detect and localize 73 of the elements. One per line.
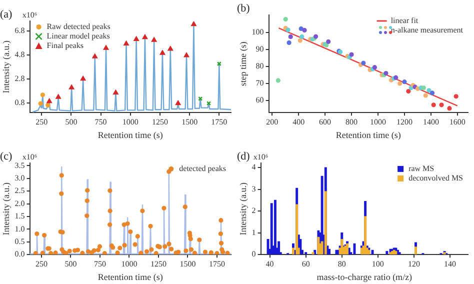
text: x10⁶: [22, 152, 38, 162]
y-tick-label: 0.8: [14, 98, 25, 108]
x-tick-label: 1000: [121, 259, 138, 268]
x-tick-label: 140: [444, 259, 456, 268]
x-tick-label: 600: [319, 117, 332, 126]
x-tick-label: 200: [266, 117, 278, 126]
y-tick-label: 90: [256, 44, 264, 54]
y-tick-label: 4: [252, 162, 256, 172]
y-tick-label: 1.0: [14, 224, 25, 234]
x-tick-label: 100: [372, 259, 384, 268]
x-tick-label: 1000: [122, 117, 138, 126]
x-tick-label: 800: [346, 117, 358, 126]
legend-label: n-alkane measurement: [390, 26, 464, 35]
x-tick-label: 750: [94, 117, 107, 126]
x-tick-label: 1500: [182, 117, 198, 126]
y-axis-title: Intensity (a.u.): [0, 40, 11, 94]
y-tick-label: 2.5: [14, 186, 25, 196]
x-tick-label: 1250: [152, 117, 168, 126]
chart-title: (a): [0, 8, 13, 20]
x-axis-title: Retention time (s): [98, 272, 163, 282]
x-tick-label: 250: [36, 259, 48, 268]
y-tick-label: 6.8: [14, 26, 25, 35]
x-tick-label: 1750: [211, 117, 228, 126]
y-tick-label: 80: [256, 62, 264, 71]
y-tick-label: 0: [252, 250, 256, 259]
y-tick-label: 100: [252, 27, 264, 36]
y-tick-label: 2.0: [14, 198, 25, 208]
x-tick-label: 1400: [422, 117, 439, 126]
legend-label: Final peaks: [46, 41, 84, 50]
x-axis-title: Retention time (s): [336, 130, 401, 140]
legend-label: raw MS: [408, 164, 434, 174]
x-tick-label: 1600: [449, 117, 466, 126]
x-tick-label: 1750: [208, 259, 225, 268]
x-tick-label: 500: [64, 259, 77, 268]
legend-label: Linear model peaks: [46, 32, 110, 41]
chart-title: (d): [237, 150, 250, 162]
x-tick-label: 1500: [180, 259, 196, 268]
y-axis-title: step time (s): [238, 42, 248, 86]
y-tick-label: 4.8: [14, 50, 25, 59]
y-tick-label: 3.0: [14, 174, 25, 183]
x-tick-label: 80: [338, 259, 346, 268]
y-axis-title: Intensity (a.u.): [238, 182, 248, 236]
legend-label: detected peaks: [179, 164, 226, 174]
y-tick-label: 70: [256, 78, 264, 88]
x-tick-label: 1250: [150, 259, 166, 268]
y-tick-label: 1: [252, 228, 256, 237]
legend-label: Raw detected peaks: [46, 22, 110, 32]
chart-title: (c): [0, 150, 13, 162]
text: x10⁶: [253, 152, 268, 162]
x-tick-label: 1200: [396, 117, 412, 126]
x-tick-label: 120: [408, 259, 420, 268]
x-tick-label: 250: [36, 117, 48, 126]
x-tick-label: 750: [94, 259, 106, 268]
chart-title: (b): [237, 2, 250, 14]
y-tick-label: 3.5: [14, 160, 25, 170]
legend-label: linear fit: [390, 16, 419, 26]
x-axis-title: mass-to-charge ratio (m/z): [316, 272, 412, 282]
y-tick-label: 60: [256, 96, 264, 105]
y-tick-label: 0.0: [14, 250, 25, 259]
y-tick-label: 1.5: [14, 212, 25, 221]
y-tick-label: 0.5: [14, 237, 25, 246]
x-tick-label: 400: [292, 117, 305, 126]
text: x10⁶: [22, 10, 38, 20]
x-tick-label: 500: [65, 117, 78, 126]
x-tick-label: 40: [266, 259, 274, 268]
y-tick-label: 3: [252, 184, 256, 194]
y-tick-label: 2: [252, 206, 256, 216]
x-axis-title: Retention time (s): [98, 130, 163, 140]
x-tick-label: 60: [302, 259, 310, 268]
legend-label: deconvolved MS: [408, 174, 463, 183]
y-tick-label: 2.8: [14, 74, 25, 84]
x-tick-label: 1000: [370, 117, 386, 126]
y-axis-title: Intensity (a.u.): [0, 182, 11, 236]
